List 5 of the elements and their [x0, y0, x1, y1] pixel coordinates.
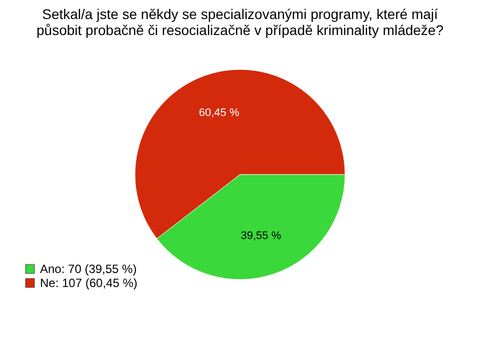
- data-label: 60,45 %: [198, 106, 240, 119]
- data-label: 39,55 %: [240, 230, 282, 242]
- chart-title: Setkal/a jste se někdy se specializovanými programy, které mají působit probačně či resocializačně v případě kriminality mládeže?: [36, 6, 444, 38]
- legend-label: Ano: 70 (39,55 %): [40, 262, 137, 276]
- legend-label: Ne: 107 (60,45 %): [40, 276, 138, 290]
